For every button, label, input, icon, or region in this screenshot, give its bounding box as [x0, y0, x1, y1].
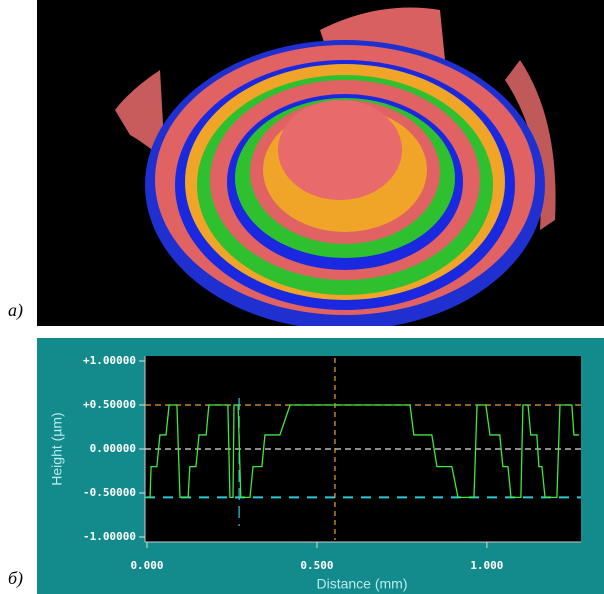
x-tick-label: 0.500: [300, 559, 333, 572]
ring-shard: [115, 70, 165, 160]
figure-label: б): [8, 568, 23, 589]
y-tick-label: +1.00000: [83, 354, 136, 367]
y-tick-label: -1.00000: [83, 530, 136, 543]
rings: [115, 7, 556, 326]
render-3d: [37, 0, 604, 326]
y-axis-label: Height (µm): [49, 412, 65, 485]
ring-top: [278, 100, 402, 200]
y-tick-label: 0.00000: [90, 442, 136, 455]
x-axis-label: Distance (mm): [316, 576, 407, 592]
y-tick-label: -0.50000: [83, 486, 136, 499]
x-tick-label: 0.000: [130, 559, 163, 572]
y-tick-label: +0.50000: [83, 398, 136, 411]
figure-label: а): [8, 300, 23, 321]
x-tick-label: 1.000: [470, 559, 503, 572]
profile-line: [147, 404, 579, 499]
